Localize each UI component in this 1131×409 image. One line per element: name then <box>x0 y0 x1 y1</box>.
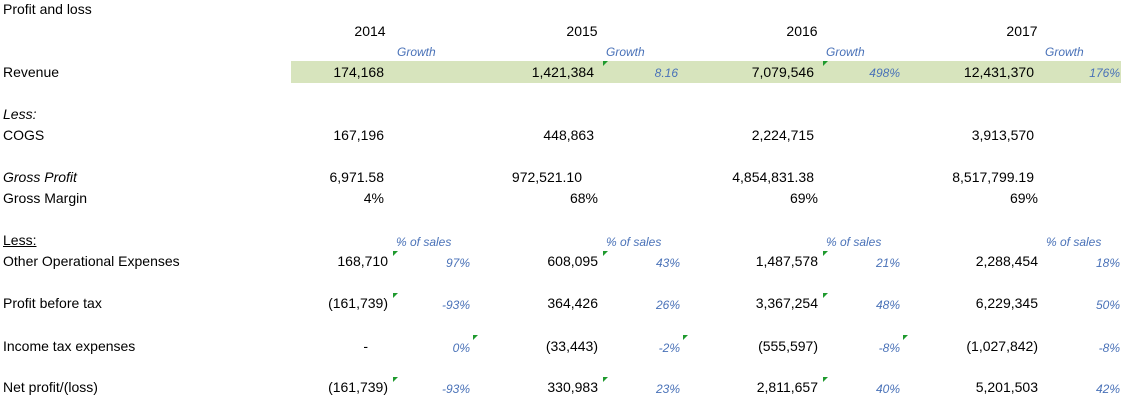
comment-indicator[interactable] <box>823 251 828 256</box>
growth-header-2015: Growth <box>606 45 645 59</box>
row-label-revenue: Revenue <box>3 64 60 80</box>
comment-indicator[interactable] <box>603 377 608 382</box>
pct-header-2016: % of sales <box>826 235 882 249</box>
growth-header-2014: Growth <box>397 45 436 59</box>
comment-indicator[interactable] <box>823 293 828 298</box>
pbt-value-2017[interactable]: 6,229,345 <box>975 295 1038 311</box>
cogs-value-2015[interactable]: 448,863 <box>543 127 594 143</box>
growth-header-2017: Growth <box>1045 45 1084 59</box>
comment-indicator[interactable] <box>903 335 908 340</box>
tax-value-2015[interactable]: (33,443) <box>545 338 598 354</box>
opex-pct-2016[interactable]: 21% <box>875 256 900 270</box>
net-value-2017[interactable]: 5,201,503 <box>975 379 1038 395</box>
gross-margin-value-2017[interactable]: 69% <box>1009 190 1038 206</box>
gross-margin-value-2016[interactable]: 69% <box>789 190 818 206</box>
gross-profit-value-2016[interactable]: 4,854,831.38 <box>732 169 814 185</box>
growth-header-2016: Growth <box>826 45 865 59</box>
net-value-2016[interactable]: 2,811,657 <box>756 379 818 395</box>
comment-indicator[interactable] <box>603 61 608 66</box>
row-label-gross-profit: Gross Profit <box>3 169 77 185</box>
revenue-value-2017[interactable]: 12,431,370 <box>963 64 1034 80</box>
year-header-2017: 2017 <box>1006 23 1038 39</box>
revenue-value-2014[interactable]: 174,168 <box>333 64 384 80</box>
opex-value-2014[interactable]: 168,710 <box>337 253 388 269</box>
revenue-growth-2015[interactable]: 8.16 <box>654 66 678 80</box>
net-pct-2017[interactable]: 42% <box>1095 382 1120 396</box>
net-pct-2015[interactable]: 23% <box>655 382 680 396</box>
revenue-growth-2017[interactable]: 176% <box>1089 66 1120 80</box>
opex-value-2017[interactable]: 2,288,454 <box>975 253 1038 269</box>
pbt-pct-2014[interactable]: -93% <box>441 298 470 312</box>
comment-indicator[interactable] <box>683 335 688 340</box>
revenue-value-2015[interactable]: 1,421,384 <box>531 64 594 80</box>
comment-indicator[interactable] <box>393 377 398 382</box>
row-label-pbt: Profit before tax <box>3 295 102 311</box>
gross-margin-value-2015[interactable]: 68% <box>569 190 598 206</box>
tax-pct-2015[interactable]: -2% <box>658 341 680 355</box>
revenue-value-2016[interactable]: 7,079,546 <box>751 64 814 80</box>
pbt-pct-2016[interactable]: 48% <box>875 298 900 312</box>
section-label-less: Less: <box>3 106 37 122</box>
opex-pct-2014[interactable]: 97% <box>445 256 470 270</box>
tax-pct-2016[interactable]: -8% <box>878 341 900 355</box>
cogs-value-2017[interactable]: 3,913,570 <box>971 127 1034 143</box>
row-label-opex: Other Operational Expenses <box>3 253 180 269</box>
gross-profit-value-2017[interactable]: 8,517,799.19 <box>952 169 1034 185</box>
row-label-tax: Income tax expenses <box>3 338 136 354</box>
gross-margin-value-2014[interactable]: 4% <box>363 190 384 206</box>
pct-header-2017: % of sales <box>1046 235 1102 249</box>
revenue-growth-2016[interactable]: 498% <box>869 66 900 80</box>
year-header-2015: 2015 <box>566 23 598 39</box>
comment-indicator[interactable] <box>393 293 398 298</box>
row-label-gross-margin: Gross Margin <box>3 190 88 206</box>
tax-pct-2014[interactable]: 0% <box>452 341 470 355</box>
row-label-net: Net profit/(loss) <box>3 379 98 395</box>
gross-profit-value-2014[interactable]: 6,971.58 <box>329 169 385 185</box>
pbt-pct-2015[interactable]: 26% <box>655 298 680 312</box>
pct-header-2015: % of sales <box>606 235 662 249</box>
year-header-2016: 2016 <box>786 23 818 39</box>
pbt-value-2014[interactable]: (161,739) <box>328 295 388 311</box>
revenue-highlight <box>291 61 1121 83</box>
net-pct-2014[interactable]: -93% <box>441 382 470 396</box>
opex-value-2016[interactable]: 1,487,578 <box>755 253 818 269</box>
cogs-value-2016[interactable]: 2,224,715 <box>751 127 814 143</box>
section-label-less: Less: <box>3 232 37 248</box>
comment-indicator[interactable] <box>603 251 608 256</box>
page-title: Profit and loss <box>3 1 92 17</box>
net-value-2015[interactable]: 330,983 <box>547 379 598 395</box>
tax-value-2017[interactable]: (1,027,842) <box>966 338 1038 354</box>
net-value-2014[interactable]: (161,739) <box>328 379 388 395</box>
comment-indicator[interactable] <box>393 251 398 256</box>
tax-pct-2017[interactable]: -8% <box>1098 341 1120 355</box>
opex-value-2015[interactable]: 608,095 <box>547 253 598 269</box>
tax-value-2016[interactable]: (555,597) <box>758 338 818 354</box>
net-pct-2016[interactable]: 40% <box>875 382 900 396</box>
comment-indicator[interactable] <box>823 61 828 66</box>
tax-value-2014[interactable]: - <box>363 338 368 354</box>
row-label-cogs: COGS <box>3 127 45 143</box>
pbt-value-2016[interactable]: 3,367,254 <box>755 295 818 311</box>
comment-indicator[interactable] <box>823 377 828 382</box>
gross-profit-value-2015[interactable]: 972,521.10 <box>511 169 582 185</box>
pbt-pct-2017[interactable]: 50% <box>1095 298 1120 312</box>
pct-header-2014: % of sales <box>396 235 452 249</box>
cogs-value-2014[interactable]: 167,196 <box>333 127 384 143</box>
opex-pct-2017[interactable]: 18% <box>1095 256 1120 270</box>
pbt-value-2015[interactable]: 364,426 <box>547 295 598 311</box>
year-header-2014: 2014 <box>354 23 386 39</box>
opex-pct-2015[interactable]: 43% <box>655 256 680 270</box>
comment-indicator[interactable] <box>473 335 478 340</box>
